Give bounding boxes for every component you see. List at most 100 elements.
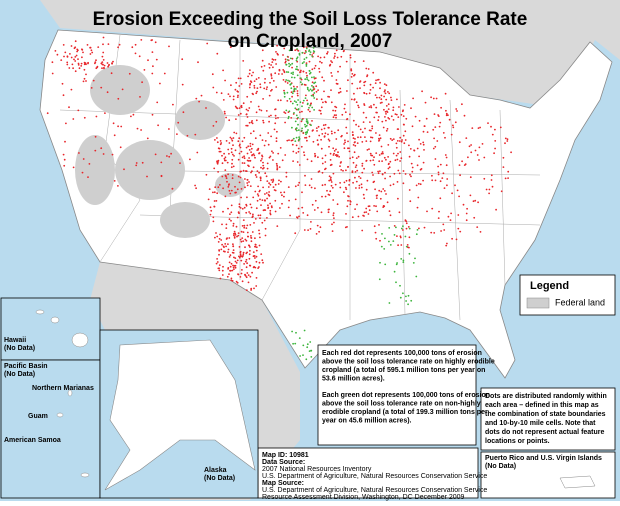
dot [245, 113, 248, 116]
dot [243, 226, 246, 229]
dot [244, 246, 246, 249]
dot [318, 230, 320, 233]
dot [102, 153, 105, 155]
dot [279, 99, 282, 102]
dot [72, 166, 75, 169]
dot [95, 59, 97, 62]
dot [384, 263, 387, 266]
dot [340, 169, 343, 171]
dot [340, 135, 343, 138]
dot [281, 194, 283, 197]
dot [212, 125, 215, 127]
dot [324, 161, 327, 163]
dot [236, 216, 239, 219]
dot [296, 65, 298, 68]
dot [337, 151, 339, 154]
dot [454, 121, 457, 124]
dot [309, 341, 312, 343]
dots-note-box [480, 387, 616, 451]
dot [233, 234, 235, 237]
dot [252, 215, 254, 218]
dot [396, 235, 398, 238]
dot [258, 152, 261, 154]
dot [221, 223, 223, 226]
dot [278, 166, 281, 169]
dot [62, 44, 65, 46]
dot [478, 146, 481, 149]
dot [354, 144, 357, 147]
dot [236, 259, 239, 262]
dot [283, 195, 285, 198]
dot [294, 185, 297, 188]
dot [294, 140, 297, 143]
dot [219, 277, 222, 280]
dot [332, 116, 335, 119]
dot [218, 269, 221, 272]
dot [283, 47, 286, 50]
dot [355, 157, 358, 160]
dot [249, 142, 252, 145]
note-box [317, 344, 477, 446]
dot [111, 153, 114, 156]
dot [292, 160, 294, 163]
dot [240, 150, 243, 153]
dot [237, 140, 240, 143]
dot [285, 79, 288, 81]
dot [249, 249, 251, 252]
dot [264, 199, 266, 202]
dot [399, 235, 402, 238]
dot [195, 187, 198, 190]
dot [259, 177, 262, 180]
dot [181, 83, 184, 86]
dot [502, 156, 505, 159]
dot [461, 160, 463, 163]
dot [234, 257, 237, 259]
dot [384, 89, 386, 91]
dot [374, 188, 376, 191]
dot [242, 253, 245, 256]
dot [234, 260, 237, 263]
alaska-label: Alaska [204, 467, 227, 474]
dot [381, 120, 384, 123]
dot [95, 67, 98, 70]
dots-note-line: locations or points. [485, 438, 550, 445]
dot [252, 213, 254, 216]
dot [359, 136, 362, 139]
dot [300, 69, 302, 72]
dot [392, 109, 395, 112]
dot [366, 149, 369, 151]
dot [235, 132, 238, 135]
dot [437, 171, 440, 174]
map-source-line: U.S. Department of Agriculture, Natural … [262, 487, 487, 494]
dot [220, 142, 223, 144]
dot [332, 199, 335, 201]
dot [301, 110, 303, 113]
dot [279, 147, 282, 149]
dot [364, 136, 366, 139]
dot [311, 55, 314, 58]
dot [375, 205, 377, 208]
dot [110, 72, 113, 75]
dot [361, 229, 364, 232]
dot [182, 111, 185, 114]
dot [328, 145, 330, 148]
dot [62, 153, 65, 156]
dot [324, 100, 327, 103]
dot [485, 188, 488, 191]
dot [91, 51, 94, 54]
dot [284, 80, 287, 83]
dot [257, 77, 260, 79]
dot [74, 60, 77, 62]
dot [241, 280, 244, 283]
dot [308, 70, 311, 72]
dot [257, 267, 259, 269]
dot [451, 192, 453, 195]
dot [263, 81, 266, 84]
dot [375, 79, 377, 82]
dot [327, 211, 330, 214]
dot [51, 61, 54, 64]
dot [381, 160, 383, 163]
dot [376, 111, 378, 114]
dot [101, 61, 104, 63]
